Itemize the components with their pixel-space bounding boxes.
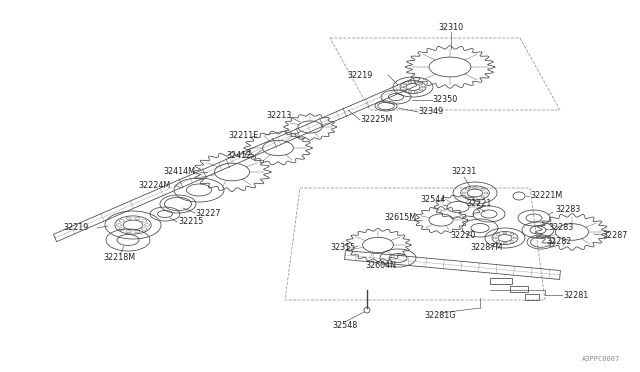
- Text: 32224M: 32224M: [138, 180, 170, 189]
- Text: 32282: 32282: [546, 237, 572, 247]
- Text: 32220: 32220: [450, 231, 476, 241]
- Text: 32231: 32231: [451, 167, 477, 176]
- Text: 32548: 32548: [332, 321, 358, 330]
- Text: 32225M: 32225M: [360, 115, 392, 125]
- Text: 32287: 32287: [602, 231, 627, 240]
- Text: 32315: 32315: [330, 244, 355, 253]
- Text: 32604N: 32604N: [365, 260, 396, 269]
- Text: 32412: 32412: [226, 151, 252, 160]
- Text: 32219: 32219: [348, 71, 372, 80]
- Text: A3PPC0007: A3PPC0007: [582, 356, 620, 362]
- Text: 32218M: 32218M: [103, 253, 135, 263]
- Text: 32221: 32221: [467, 199, 492, 208]
- Text: 32283: 32283: [548, 224, 573, 232]
- Text: 32287M: 32287M: [470, 244, 502, 253]
- Text: 32281G: 32281G: [424, 311, 456, 321]
- Text: 32219: 32219: [63, 224, 88, 232]
- Text: 32349: 32349: [418, 108, 444, 116]
- Text: 32211E: 32211E: [228, 131, 259, 140]
- Text: 32283: 32283: [555, 205, 580, 215]
- Bar: [525, 294, 539, 300]
- Text: 32310: 32310: [438, 23, 463, 32]
- Text: 32414M: 32414M: [163, 167, 195, 176]
- Text: 32544: 32544: [420, 196, 445, 205]
- Bar: [510, 286, 528, 292]
- Text: 32615M: 32615M: [384, 214, 416, 222]
- Text: 32213: 32213: [266, 110, 291, 119]
- Text: 32227: 32227: [195, 208, 221, 218]
- Bar: [490, 278, 512, 284]
- Text: 32281: 32281: [563, 291, 588, 299]
- Text: 32215: 32215: [178, 218, 204, 227]
- Text: 32221M: 32221M: [530, 192, 563, 201]
- Text: 32350: 32350: [432, 96, 457, 105]
